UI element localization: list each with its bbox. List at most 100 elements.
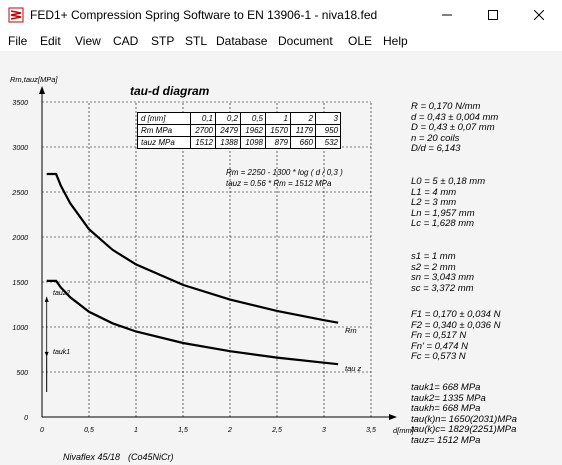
param-line: tauk2= 1335 MPa xyxy=(411,392,486,404)
table-cell: 532 xyxy=(315,136,341,149)
menu-edit[interactable]: Edit xyxy=(40,34,61,48)
table-cell: 1098 xyxy=(240,136,266,149)
x-tick-label: 1,5 xyxy=(178,427,188,434)
table-cell: 1962 xyxy=(240,124,266,137)
tauz-curve xyxy=(46,279,339,366)
param-line: Lc = 1,628 mm xyxy=(411,218,475,229)
window-title: FED1+ Compression Spring Software to EN … xyxy=(30,8,378,22)
param-line: tau(k)c= 1829(2251)MPa xyxy=(411,424,517,435)
x-tick-label: 3 xyxy=(322,427,326,434)
param-line: Ln = 1,957 mm xyxy=(411,207,475,219)
param-line: R = 0,170 N/mm xyxy=(411,101,481,112)
y-tick-label: 3500 xyxy=(12,100,28,107)
menu-database[interactable]: Database xyxy=(216,34,268,48)
param-line: s2 = 2 mm xyxy=(411,261,456,273)
series-label-tauz: tau z xyxy=(345,364,362,373)
param-line: taukh= 668 MPa xyxy=(411,403,481,414)
param-line: D = 0,43 ± 0,07 mm xyxy=(411,122,495,133)
menu-stp[interactable]: STP xyxy=(151,34,175,48)
minimize-button[interactable] xyxy=(424,0,470,30)
formula-tauz: tauz = 0.56 * Rm = 1512 MPa xyxy=(226,179,332,188)
y-tick-label: 2500 xyxy=(11,190,28,197)
y-axis-arrow xyxy=(39,86,45,94)
table-cell: 1512 xyxy=(190,136,216,149)
menu-help[interactable]: Help xyxy=(383,34,408,48)
maximize-button[interactable] xyxy=(470,0,516,30)
table-row-label: d [mm] xyxy=(137,112,191,125)
tauz2-arrow xyxy=(44,296,49,302)
y-tick-label: 1000 xyxy=(12,325,28,332)
param-line: Fn = 0,517 N xyxy=(411,330,467,341)
rm-curve xyxy=(46,172,339,324)
series-label-rm: Rm xyxy=(345,326,357,335)
menu-document[interactable]: Document xyxy=(278,34,333,48)
param-line: sn = 3,043 mm xyxy=(411,272,475,283)
y-tick-label: 1500 xyxy=(12,280,28,287)
maximize-icon xyxy=(488,10,498,20)
table-cell: 879 xyxy=(265,136,291,149)
y-axis-label: Rm,tauz[MPa] xyxy=(10,75,58,84)
param-line: Fn' = 0,474 N xyxy=(411,340,468,352)
menu-bar: File Edit View CAD STP STL Database Docu… xyxy=(0,30,562,51)
title-bar: FED1+ Compression Spring Software to EN … xyxy=(0,0,562,30)
table-cell: 0,2 xyxy=(215,112,241,125)
param-line: L0 = 5 ± 0,18 mm xyxy=(411,176,486,187)
table-cell: 2700 xyxy=(190,124,216,137)
table-cell: 1179 xyxy=(290,124,316,137)
table-cell: 950 xyxy=(315,124,341,137)
marker-label-tauk1: tauk1 xyxy=(53,349,71,356)
series-group xyxy=(46,172,339,366)
y-tick-label: 0 xyxy=(24,415,28,422)
y-tick-label: 3000 xyxy=(12,145,28,152)
y-tick-label: 500 xyxy=(16,370,28,377)
menu-cad[interactable]: CAD xyxy=(113,34,139,48)
marker-group xyxy=(44,296,49,392)
minimize-icon xyxy=(442,14,452,16)
marker-label-tauz2: tauz2 xyxy=(53,290,71,297)
tauk1-arrow xyxy=(44,351,49,357)
param-line: d = 0,43 ± 0,004 mm xyxy=(411,111,499,123)
table-cell: 0,5 xyxy=(240,112,266,125)
chart-axes xyxy=(39,86,397,420)
table-row: tauz MPa 1512 1388 1098 879 660 532 xyxy=(137,136,341,149)
x-axis-label: d[mm] xyxy=(393,426,414,435)
menu-view[interactable]: View xyxy=(75,34,101,48)
table-cell: 1570 xyxy=(265,124,291,137)
x-tick-label: 2 xyxy=(227,427,232,434)
table-cell: 2 xyxy=(290,112,316,125)
spring-app-icon xyxy=(8,7,24,23)
y-tick-label: 2000 xyxy=(11,235,28,242)
param-line: F2 = 0,340 ± 0,036 N xyxy=(411,319,501,331)
tick-labels: 0 0,5 1 1,5 2 2,5 3 3,5050010001500200025003000… xyxy=(11,100,376,434)
param-line: Fc = 0,573 N xyxy=(411,351,466,362)
menu-file[interactable]: File xyxy=(8,34,28,48)
table-row-label: tauz MPa xyxy=(137,136,191,149)
table-cell: 660 xyxy=(290,136,316,149)
material-alloy: (Co45NiCr) xyxy=(128,452,174,462)
material-name: Nivaflex 45/18 xyxy=(63,452,121,462)
x-tick-label: 0 xyxy=(40,427,44,434)
table-cell: 1388 xyxy=(215,136,241,149)
chart-grid xyxy=(41,101,372,418)
chart-title: tau-d diagram xyxy=(130,84,210,98)
table-cell: 2479 xyxy=(215,124,241,137)
param-line: L2 = 3 mm xyxy=(411,197,457,208)
table-row-label: Rm MPa xyxy=(137,124,191,137)
param-line: tauk1= 668 MPa xyxy=(411,382,481,393)
param-line: tauz= 1512 MPa xyxy=(411,434,481,446)
x-tick-label: 0,5 xyxy=(84,427,94,434)
x-tick-label: 2,5 xyxy=(271,427,282,434)
menu-ole[interactable]: OLE xyxy=(348,34,373,48)
close-button[interactable] xyxy=(516,0,562,30)
menu-stl[interactable]: STL xyxy=(185,34,208,48)
formula-rm: Rm = 2250 - 1300 * log ( d / 0,3 ) xyxy=(226,168,343,177)
param-line: tau(k)n= 1650(2031)MPa xyxy=(411,413,517,425)
rm-tauz-table: d [mm] 0,1 0,2 0,5 1 2 3 Rm MPa 2700 2479 1962 1570… xyxy=(137,112,341,149)
table-cell: 1 xyxy=(265,112,291,125)
param-line: L1 = 4 mm xyxy=(411,186,457,198)
table-row: d [mm] 0,1 0,2 0,5 1 2 3 xyxy=(137,112,341,125)
table-cell: 3 xyxy=(315,112,341,125)
x-axis-arrow xyxy=(389,414,397,420)
close-icon xyxy=(534,10,544,20)
